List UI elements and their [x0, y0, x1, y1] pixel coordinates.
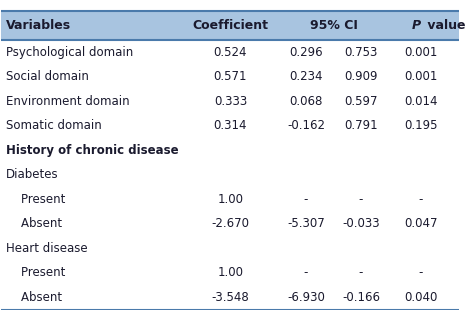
- Text: Absent: Absent: [6, 217, 62, 230]
- Text: -0.166: -0.166: [342, 291, 380, 304]
- Text: Present: Present: [6, 266, 65, 279]
- Text: 1.00: 1.00: [218, 266, 244, 279]
- Text: 0.791: 0.791: [344, 119, 378, 132]
- Text: -2.670: -2.670: [211, 217, 249, 230]
- Text: 95% CI: 95% CI: [310, 19, 357, 32]
- Text: -0.162: -0.162: [287, 119, 325, 132]
- Text: Variables: Variables: [6, 19, 71, 32]
- Text: 0.597: 0.597: [344, 95, 378, 108]
- Text: 0.571: 0.571: [214, 70, 247, 83]
- Text: Psychological domain: Psychological domain: [6, 46, 133, 59]
- Text: 0.333: 0.333: [214, 95, 247, 108]
- Text: Heart disease: Heart disease: [6, 242, 88, 255]
- Text: 0.524: 0.524: [214, 46, 247, 59]
- Text: 0.047: 0.047: [404, 217, 438, 230]
- Text: Absent: Absent: [6, 291, 62, 304]
- Text: -: -: [419, 193, 423, 206]
- Text: 1.00: 1.00: [218, 193, 244, 206]
- Text: 0.314: 0.314: [214, 119, 247, 132]
- Text: 0.068: 0.068: [289, 95, 323, 108]
- Text: -0.033: -0.033: [342, 217, 380, 230]
- Text: Environment domain: Environment domain: [6, 95, 129, 108]
- Text: -3.548: -3.548: [211, 291, 249, 304]
- Text: -: -: [304, 193, 308, 206]
- Text: -6.930: -6.930: [287, 291, 325, 304]
- Text: 0.234: 0.234: [289, 70, 323, 83]
- Text: Social domain: Social domain: [6, 70, 89, 83]
- Text: Somatic domain: Somatic domain: [6, 119, 102, 132]
- Text: -5.307: -5.307: [287, 217, 325, 230]
- Text: 0.001: 0.001: [404, 46, 437, 59]
- Text: 0.040: 0.040: [404, 291, 437, 304]
- Text: Diabetes: Diabetes: [6, 168, 59, 181]
- Text: -: -: [419, 266, 423, 279]
- Text: P: P: [411, 19, 420, 32]
- Text: 0.909: 0.909: [344, 70, 378, 83]
- Text: value: value: [423, 19, 465, 32]
- Text: 0.296: 0.296: [289, 46, 323, 59]
- Text: 0.195: 0.195: [404, 119, 438, 132]
- Text: 0.014: 0.014: [404, 95, 438, 108]
- FancyBboxPatch shape: [1, 11, 459, 40]
- Text: -: -: [359, 266, 363, 279]
- Text: -: -: [304, 266, 308, 279]
- Text: History of chronic disease: History of chronic disease: [6, 144, 179, 157]
- Text: 0.753: 0.753: [344, 46, 378, 59]
- Text: -: -: [359, 193, 363, 206]
- Text: 0.001: 0.001: [404, 70, 437, 83]
- Text: Coefficient: Coefficient: [192, 19, 268, 32]
- Text: Present: Present: [6, 193, 65, 206]
